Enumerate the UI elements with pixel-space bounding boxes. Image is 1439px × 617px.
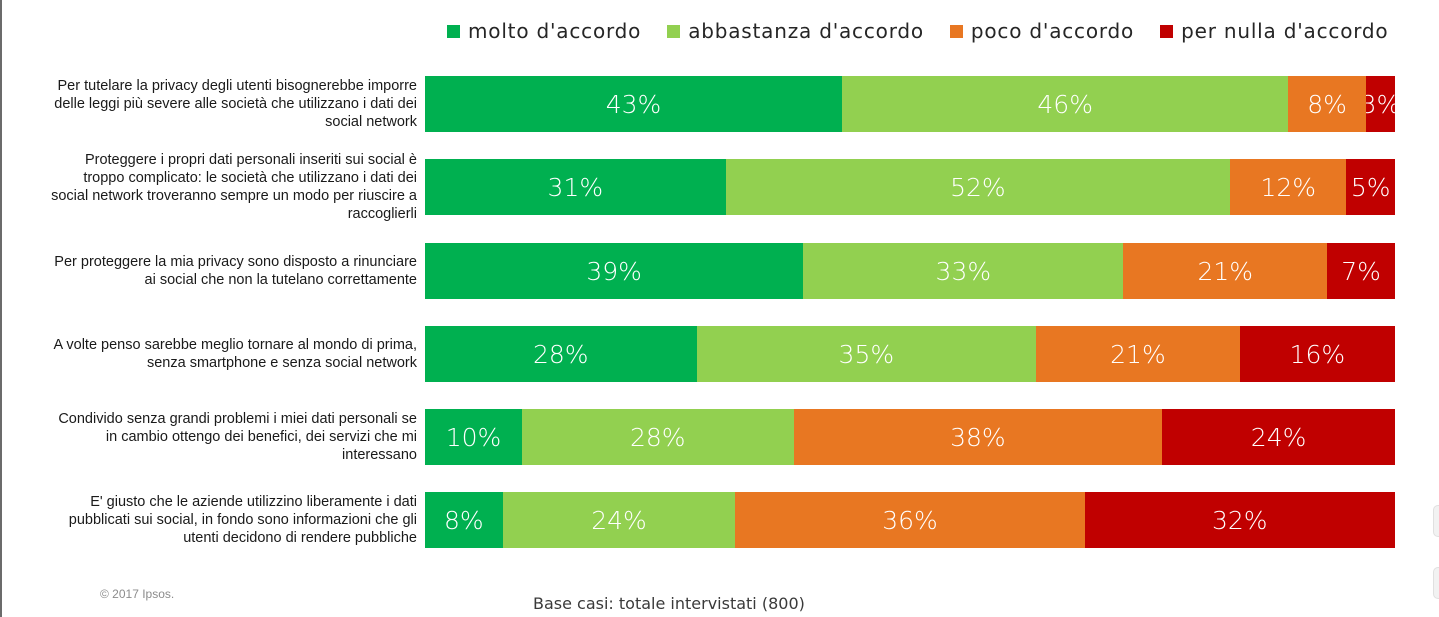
bar-segment: 21% [1036, 326, 1240, 382]
bar-segment: 24% [1162, 409, 1395, 465]
legend-item: poco d'accordo [949, 19, 1135, 43]
row-label-line: Per tutelare la privacy degli utenti bis… [57, 78, 417, 94]
bar-segment: 8% [425, 492, 503, 548]
row-label-line: E' giusto che le aziende utilizzino libe… [90, 494, 417, 510]
row-label-line: troppo complicato: le società che utiliz… [83, 170, 417, 186]
legend-label: abbastanza d'accordo [688, 19, 924, 43]
bar-value-label: 10% [445, 422, 502, 452]
stacked-bar: 10% 28% 38% 24% [425, 409, 1395, 465]
row-label-line: Proteggere i propri dati personali inser… [84, 152, 417, 168]
bar-segment: 16% [1239, 326, 1395, 382]
row-label-line: A volte penso sarebbe meglio tornare al … [53, 337, 417, 353]
row-label-line: social network troveranno sempre un modo… [51, 188, 417, 204]
frame-left-border [0, 0, 2, 617]
row-label: A volte penso sarebbe meglio tornare al … [4, 336, 417, 372]
row-label: E' giusto che le aziende utilizzino libe… [4, 493, 417, 547]
bar-segment: 39% [425, 243, 804, 299]
legend-label: poco d'accordo [970, 19, 1135, 43]
bar-segment: 28% [425, 326, 697, 382]
legend-swatch [1160, 24, 1174, 38]
bar-segment: 33% [803, 243, 1124, 299]
row-label: Proteggere i propri dati personali inser… [4, 151, 417, 223]
bar-segment: 21% [1123, 243, 1328, 299]
row-label-line: interessano [342, 447, 417, 463]
bar-value-label: 5% [1350, 172, 1391, 202]
bar-value-label: 21% [1197, 256, 1254, 286]
legend-label: molto d'accordo [468, 19, 642, 43]
bar-segment: 36% [735, 492, 1085, 548]
edge-scroll-mark [1433, 505, 1439, 537]
row-label-line: Per proteggere la mia privacy sono dispo… [54, 254, 417, 270]
bar-value-label: 32% [1211, 505, 1268, 535]
bar-value-label: 7% [1341, 256, 1381, 286]
row-label-line: raccoglierli [347, 206, 417, 222]
edge-scroll-mark [1433, 567, 1439, 599]
legend-swatch [949, 24, 963, 38]
row-label-line: ai social che non la tutelano correttame… [144, 272, 417, 288]
bar-value-label: 43% [605, 89, 662, 119]
legend-item: abbastanza d'accordo [667, 19, 924, 43]
bar-value-label: 24% [1250, 422, 1307, 452]
bar-value-label: 3% [1365, 89, 1395, 119]
bar-segment: 3% [1365, 76, 1395, 132]
bar-segment: 52% [725, 159, 1231, 215]
bar-value-label: 24% [591, 505, 647, 535]
bar-segment: 32% [1084, 492, 1395, 548]
row-label-line: in cambio ottengo dei benefici, dei serv… [105, 429, 417, 445]
stacked-bar: 31% 52% 12% 5% [425, 159, 1395, 215]
bar-segment: 5% [1346, 159, 1395, 215]
sample-base-note: Base casi: totale intervistati (800) [533, 594, 805, 613]
bar-segment: 43% [425, 76, 843, 132]
bar-value-label: 46% [1037, 89, 1093, 119]
bar-value-label: 33% [935, 256, 992, 286]
bar-value-label: 35% [838, 339, 895, 369]
bar-value-label: 8% [1307, 89, 1347, 119]
bar-segment: 31% [425, 159, 726, 215]
stacked-bar: 28% 35% 21% 16% [425, 326, 1395, 382]
row-label-line: social network [325, 114, 417, 130]
row-label: Condivido senza grandi problemi i miei d… [4, 410, 417, 464]
legend-label: per nulla d'accordo [1181, 19, 1389, 43]
bar-segment: 10% [425, 409, 522, 465]
bar-segment: 38% [793, 409, 1163, 465]
stacked-bar: 8% 24% 36% 32% [425, 492, 1395, 548]
bar-segment: 8% [1288, 76, 1366, 132]
bar-value-label: 16% [1289, 339, 1346, 369]
row-label-line: senza smartphone e senza social network [146, 355, 417, 371]
stacked-bar: 39% 33% 21% 7% [425, 243, 1395, 299]
legend-swatch [667, 24, 681, 38]
bar-value-label: 12% [1260, 172, 1317, 202]
bar-value-label: 28% [533, 339, 589, 369]
stacked-bar: 43% 46% 8% 3% [425, 76, 1395, 132]
bar-segment: 12% [1230, 159, 1347, 215]
bar-value-label: 31% [547, 172, 604, 202]
bar-segment: 7% [1327, 243, 1395, 299]
copyright-note: © 2017 Ipsos. [100, 587, 175, 601]
row-label-line: pubblicati sui social, in fondo sono inf… [68, 512, 417, 528]
row-label: Per proteggere la mia privacy sono dispo… [4, 253, 417, 289]
bar-value-label: 36% [882, 505, 938, 535]
row-label: Per tutelare la privacy degli utenti bis… [4, 77, 417, 131]
bar-segment: 46% [842, 76, 1289, 132]
bar-value-label: 21% [1110, 339, 1166, 369]
bar-segment: 24% [502, 492, 736, 548]
bar-value-label: 28% [630, 422, 686, 452]
legend-item: per nulla d'accordo [1160, 19, 1388, 43]
legend-swatch [447, 24, 460, 38]
bar-value-label: 8% [443, 505, 484, 535]
legend-item: molto d'accordo [447, 19, 641, 43]
bar-value-label: 39% [586, 256, 642, 286]
row-label-line: delle leggi più severe alle società che … [54, 96, 417, 112]
bar-segment: 28% [522, 409, 794, 465]
bar-segment: 35% [696, 326, 1037, 382]
row-label-line: utenti decidono di rendere pubbliche [183, 530, 417, 546]
row-label-line: Condivido senza grandi problemi i miei d… [58, 411, 417, 427]
bar-value-label: 52% [950, 172, 1006, 202]
chart-legend: molto d'accordo abbastanza d'accordo poco … [447, 17, 1388, 45]
bar-value-label: 38% [950, 422, 1006, 452]
